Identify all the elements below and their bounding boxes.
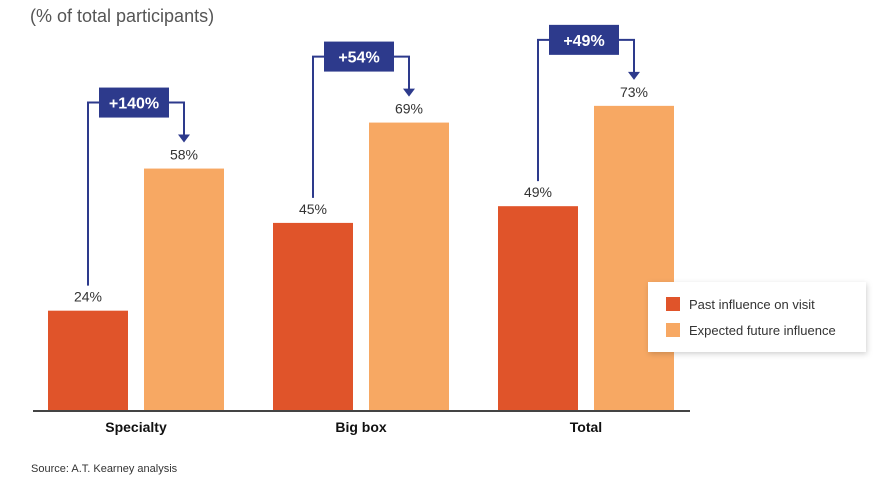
arrow-down-icon [403, 88, 415, 97]
change-badge-total [549, 24, 619, 55]
value-label-past-total: 49% [524, 184, 552, 200]
category-label-specialty: Specialty [105, 419, 167, 435]
category-label-big-box: Big box [335, 419, 387, 435]
legend-label-past: Past influence on visit [689, 297, 815, 312]
legend-swatch-future [666, 323, 680, 337]
bar-past-total [498, 206, 578, 411]
bar-past-big-box [273, 222, 353, 411]
category-label-total: Total [570, 419, 602, 435]
legend-label-future: Expected future influence [689, 323, 836, 338]
value-label-future-specialty: 58% [170, 147, 198, 163]
chart-subtitle: (% of total participants) [30, 6, 214, 26]
legend: Past influence on visit Expected future … [648, 282, 866, 352]
change-badge-label-specialty: +140% [109, 96, 159, 113]
bar-past-specialty [48, 310, 128, 411]
legend-swatch-past [666, 297, 680, 311]
bar-future-total [594, 105, 674, 412]
change-badge-specialty [99, 87, 169, 118]
change-badge-big-box [324, 41, 394, 72]
value-label-future-big-box: 69% [395, 101, 423, 117]
value-label-future-total: 73% [620, 84, 648, 100]
arrow-down-icon [178, 134, 190, 143]
bar-future-specialty [144, 168, 224, 411]
legend-background [648, 282, 866, 352]
source-note: Source: A.T. Kearney analysis [31, 463, 178, 475]
change-badge-label-big-box: +54% [338, 50, 379, 67]
bars-group: 24% 58% Specialty 45% 69% Big box 49% 73% Total [48, 84, 674, 435]
change-connectors: +140% +54% +49% [87, 24, 640, 286]
change-badge-label-total: +49% [563, 33, 604, 50]
arrow-down-icon [628, 71, 640, 80]
bar-future-big-box [369, 122, 449, 411]
value-label-past-big-box: 45% [299, 201, 327, 217]
value-label-past-specialty: 24% [74, 289, 102, 305]
